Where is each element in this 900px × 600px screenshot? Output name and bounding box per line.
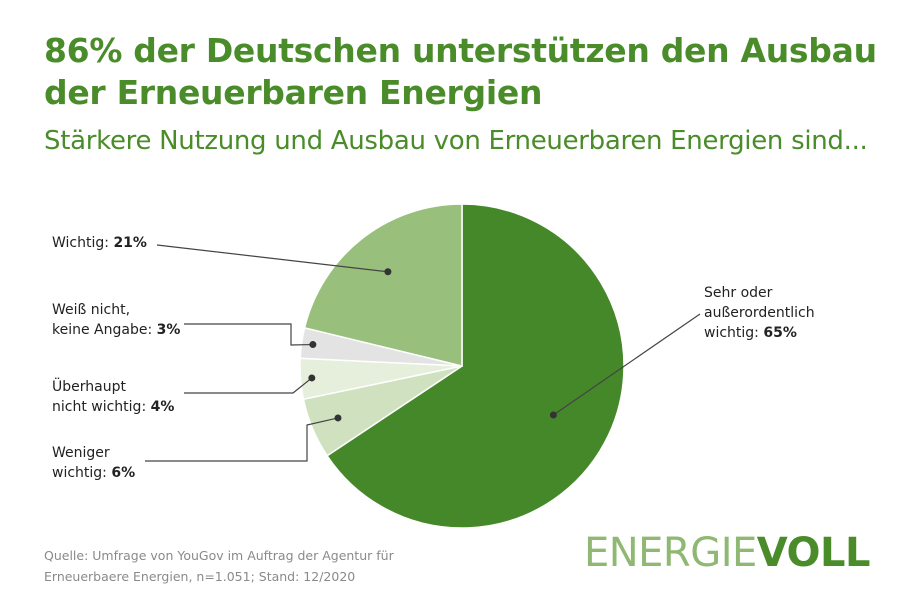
leader-line-wichtig — [156, 244, 388, 273]
value-ueberhaupt-nicht: 4% — [150, 399, 175, 415]
label-ueberhaupt-nicht: Überhaupt nicht wichtig: 4% — [52, 379, 175, 415]
leader-dot-wichtig — [384, 268, 392, 276]
value-wichtig: 21% — [113, 235, 147, 251]
leader-dot-sehr-wichtig — [549, 411, 557, 419]
chart-subtitle: Stärkere Nutzung und Ausbau von Erneuerb… — [44, 126, 868, 156]
value-sehr-wichtig: 65% — [763, 325, 797, 341]
leader-dot-ueberhaupt-nicht — [308, 374, 316, 382]
chart-title: 86% der Deutschen unterstützen den Ausba… — [44, 31, 877, 112]
leader-dot-weniger-wichtig — [334, 414, 342, 422]
value-weiss-nicht: 3% — [156, 322, 181, 338]
leader-dot-weiss-nicht — [309, 341, 317, 349]
label-wichtig: Wichtig: 21% — [52, 235, 147, 251]
label-weiss-nicht: Weiß nicht, keine Angabe: 3% — [52, 302, 181, 338]
source-note: Quelle: Umfrage von YouGov im Auftrag de… — [44, 548, 394, 584]
value-weniger-wichtig: 6% — [111, 465, 136, 481]
leader-line-weniger-wichtig — [145, 417, 339, 462]
label-sehr-wichtig: Sehr oder außerordentlich wichtig: 65% — [704, 285, 815, 341]
slice-wichtig — [303, 203, 463, 367]
brand-logo: ENERGIEVOLL — [583, 530, 871, 576]
slice-sehr-wichtig — [326, 203, 625, 529]
label-weniger-wichtig: Weniger wichtig: 6% — [52, 445, 136, 481]
leader-line-sehr-wichtig — [553, 313, 701, 416]
leader-line-ueberhaupt-nicht — [184, 377, 313, 394]
leader-line-weiss-nicht — [184, 323, 313, 346]
